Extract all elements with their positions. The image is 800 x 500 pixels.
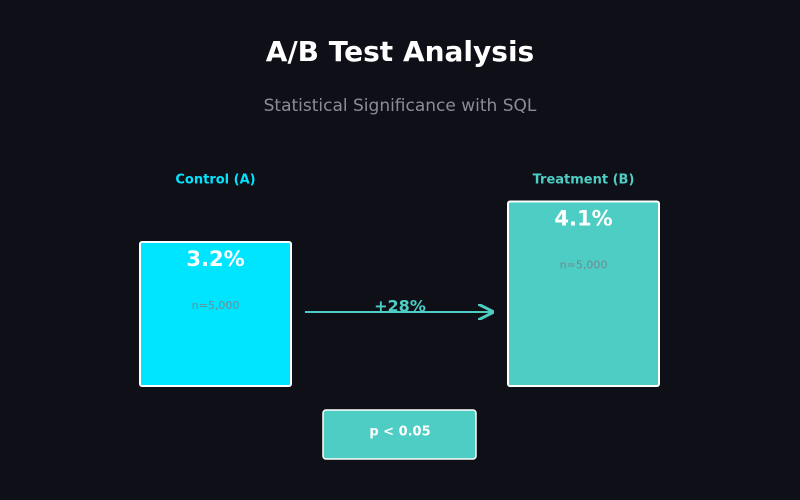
bar xyxy=(139,241,292,387)
group-label: Treatment (B) xyxy=(533,173,635,188)
bar xyxy=(507,200,660,387)
sample-label: n=5,000 xyxy=(560,259,608,272)
significance-label: p < 0.05 xyxy=(369,425,430,440)
value-label: 4.1% xyxy=(554,207,612,231)
value-label: 3.2% xyxy=(186,247,244,271)
sample-label: n=5,000 xyxy=(192,299,240,312)
group-label: Control (A) xyxy=(175,173,255,188)
lift-label: +28% xyxy=(374,297,426,316)
title: A/B Test Analysis xyxy=(266,35,534,68)
subtitle: Statistical Significance with SQL xyxy=(264,96,537,116)
significance-box xyxy=(322,409,477,460)
